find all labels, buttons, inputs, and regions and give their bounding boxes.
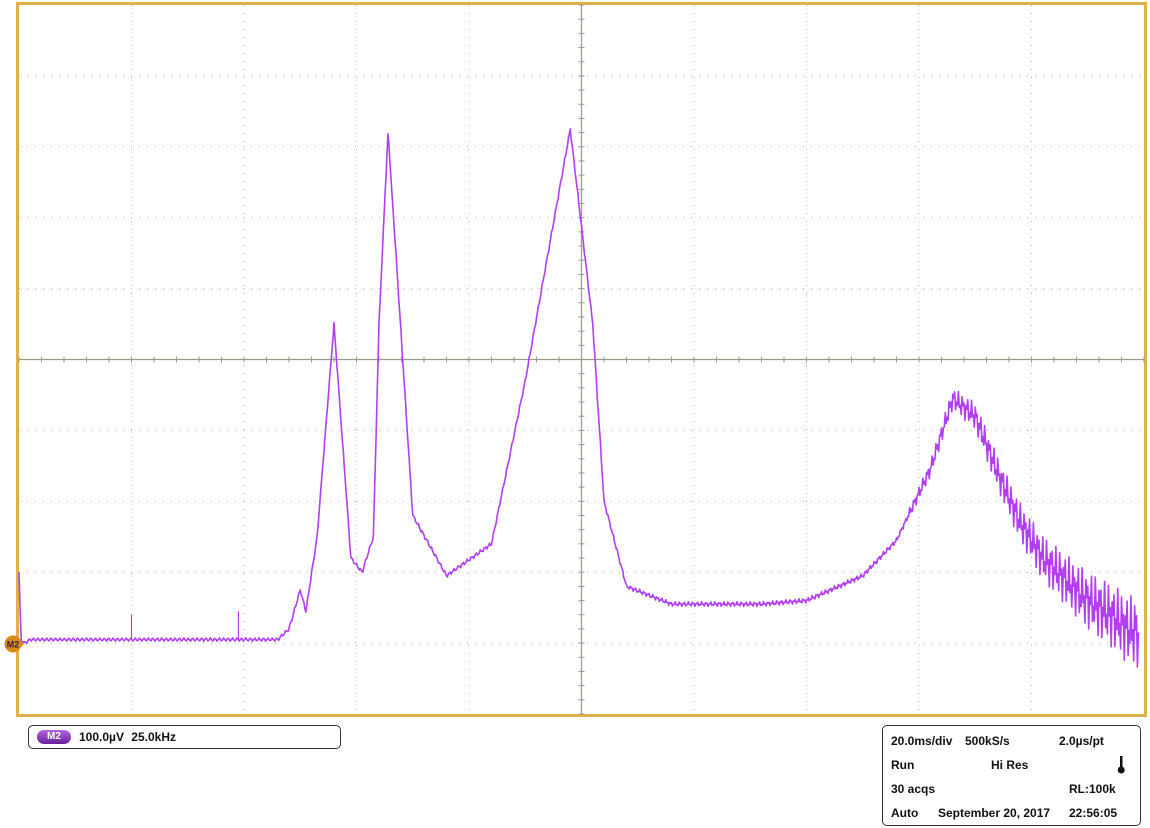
waveform-plot[interactable] [16,2,1147,717]
graticule [18,4,1145,715]
trace-line [18,128,1140,668]
horizontal-scale: 25.0kHz [131,730,176,744]
trigger-mode: Auto [891,806,919,820]
vertical-scale: 100.0µV [79,730,124,744]
acquisition-mode: Hi Res [991,758,1029,772]
sample-rate: 500kS/s [965,734,1010,748]
thermometer-icon [1117,756,1125,774]
acquisition-date: September 20, 2017 [938,806,1051,820]
math-channel-settings: 100.0µV 25.0kHz [79,730,180,744]
m2-reference-marker[interactable]: M2 [4,634,24,654]
waveform-trace [18,128,1140,668]
plot-frame [16,2,1147,717]
time-per-div: 20.0ms/div [891,734,953,748]
acquisition-readout[interactable]: 20.0ms/div 500kS/s 2.0µs/pt Run Hi Res 3… [882,725,1141,826]
m2-marker-label: M2 [7,640,20,650]
acquisition-time: 22:56:05 [1069,806,1118,820]
run-state: Run [891,758,915,772]
math-channel-readout[interactable]: M2 100.0µV 25.0kHz [28,725,341,749]
m2-badge: M2 [37,730,71,744]
record-length: RL:100k [1069,782,1116,796]
acquisition-count: 30 acqs [891,782,936,796]
time-per-point: 2.0µs/pt [1059,734,1104,748]
